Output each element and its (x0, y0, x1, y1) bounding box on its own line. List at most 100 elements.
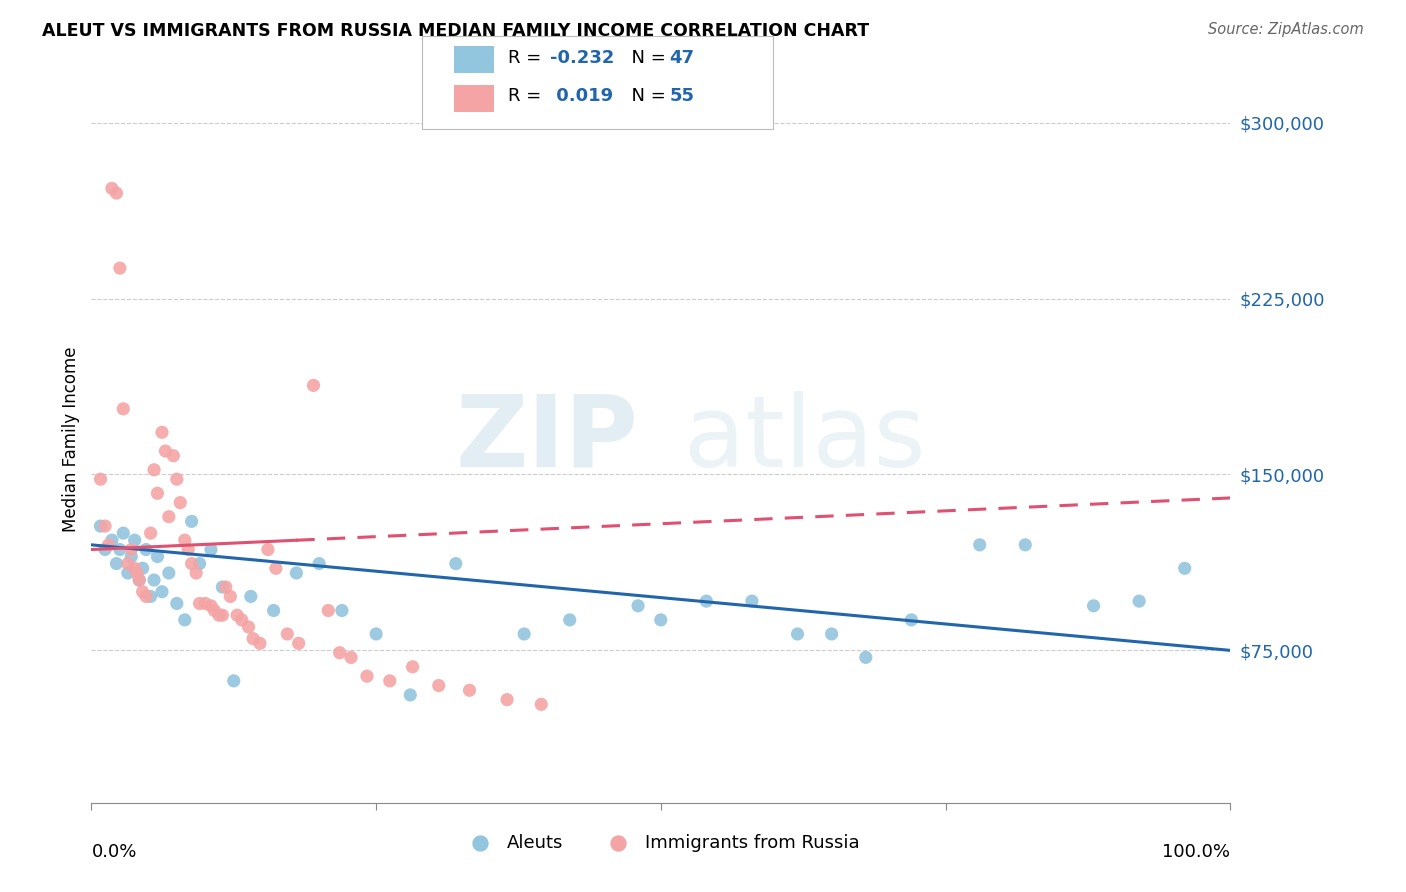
Text: 100.0%: 100.0% (1163, 843, 1230, 861)
Point (741, 594, 763, 608)
Point (101, 533, 124, 548)
Point (378, 673, 401, 688)
Point (695, 594, 717, 608)
Point (89, 472, 111, 486)
Point (186, 566, 208, 580)
Point (146, 486, 169, 500)
Y-axis label: Median Family Income: Median Family Income (62, 347, 80, 532)
Point (222, 673, 245, 688)
Point (166, 597, 188, 611)
Point (427, 679, 450, 693)
Point (302, 378, 325, 392)
Point (108, 261, 131, 276)
Point (105, 186, 128, 200)
Point (264, 561, 287, 575)
Point (458, 683, 481, 698)
Point (496, 692, 519, 706)
Point (329, 646, 352, 660)
Point (173, 613, 195, 627)
Point (150, 584, 173, 599)
Point (530, 698, 553, 712)
Point (786, 627, 808, 641)
Point (194, 597, 217, 611)
Text: -0.232: -0.232 (550, 49, 614, 67)
Point (166, 472, 188, 486)
Point (177, 542, 200, 557)
Point (188, 557, 211, 571)
Point (821, 627, 844, 641)
Point (200, 542, 222, 557)
Point (131, 584, 153, 599)
Point (120, 542, 142, 557)
Point (124, 533, 146, 548)
Point (356, 669, 378, 683)
Point (211, 580, 233, 594)
Text: R =: R = (508, 87, 547, 105)
Point (855, 650, 877, 665)
Point (146, 549, 169, 564)
Text: 0.0%: 0.0% (91, 843, 136, 861)
Point (125, 566, 148, 580)
Point (157, 566, 180, 580)
Point (1174, 561, 1197, 575)
Point (444, 557, 467, 571)
Point (117, 566, 139, 580)
Point (558, 613, 581, 627)
Point (202, 603, 225, 617)
Point (513, 627, 536, 641)
Point (263, 603, 285, 617)
Point (330, 603, 353, 617)
Point (94, 542, 117, 557)
Text: N =: N = (620, 87, 672, 105)
Point (180, 515, 202, 529)
Text: 0.019: 0.019 (550, 87, 613, 105)
Point (89, 519, 111, 533)
Point (124, 561, 146, 575)
Point (340, 650, 363, 665)
Text: ALEUT VS IMMIGRANTS FROM RUSSIA MEDIAN FAMILY INCOME CORRELATION CHART: ALEUT VS IMMIGRANTS FROM RUSSIA MEDIAN F… (42, 22, 869, 40)
Point (101, 181, 124, 195)
Text: Source: ZipAtlas.com: Source: ZipAtlas.com (1208, 22, 1364, 37)
Point (180, 557, 202, 571)
Point (287, 636, 309, 650)
Point (139, 590, 162, 604)
Point (188, 597, 211, 611)
Text: R =: R = (508, 49, 547, 67)
Text: 55: 55 (669, 87, 695, 105)
Point (139, 526, 162, 541)
Point (226, 608, 249, 623)
Point (215, 580, 238, 594)
Point (120, 549, 142, 564)
Point (239, 590, 262, 604)
Point (276, 627, 298, 641)
Point (94, 519, 117, 533)
Point (131, 561, 153, 575)
Point (308, 557, 330, 571)
Text: atlas: atlas (683, 391, 925, 488)
Point (257, 542, 280, 557)
Point (211, 608, 233, 623)
Point (128, 573, 150, 587)
Text: ZIP: ZIP (456, 391, 638, 488)
Point (157, 509, 180, 524)
Point (1128, 594, 1150, 608)
Point (155, 444, 177, 458)
Point (108, 542, 131, 557)
Point (135, 542, 157, 557)
Point (399, 688, 422, 702)
Point (1014, 538, 1036, 552)
Point (105, 557, 128, 571)
Point (219, 590, 242, 604)
Point (231, 613, 253, 627)
Point (112, 401, 135, 416)
Point (900, 613, 922, 627)
Point (285, 566, 308, 580)
Point (316, 603, 339, 617)
Point (364, 627, 387, 641)
Point (135, 590, 157, 604)
Point (173, 533, 195, 548)
Point (128, 573, 150, 587)
Point (97, 538, 120, 552)
Point (200, 599, 222, 613)
Point (117, 557, 139, 571)
